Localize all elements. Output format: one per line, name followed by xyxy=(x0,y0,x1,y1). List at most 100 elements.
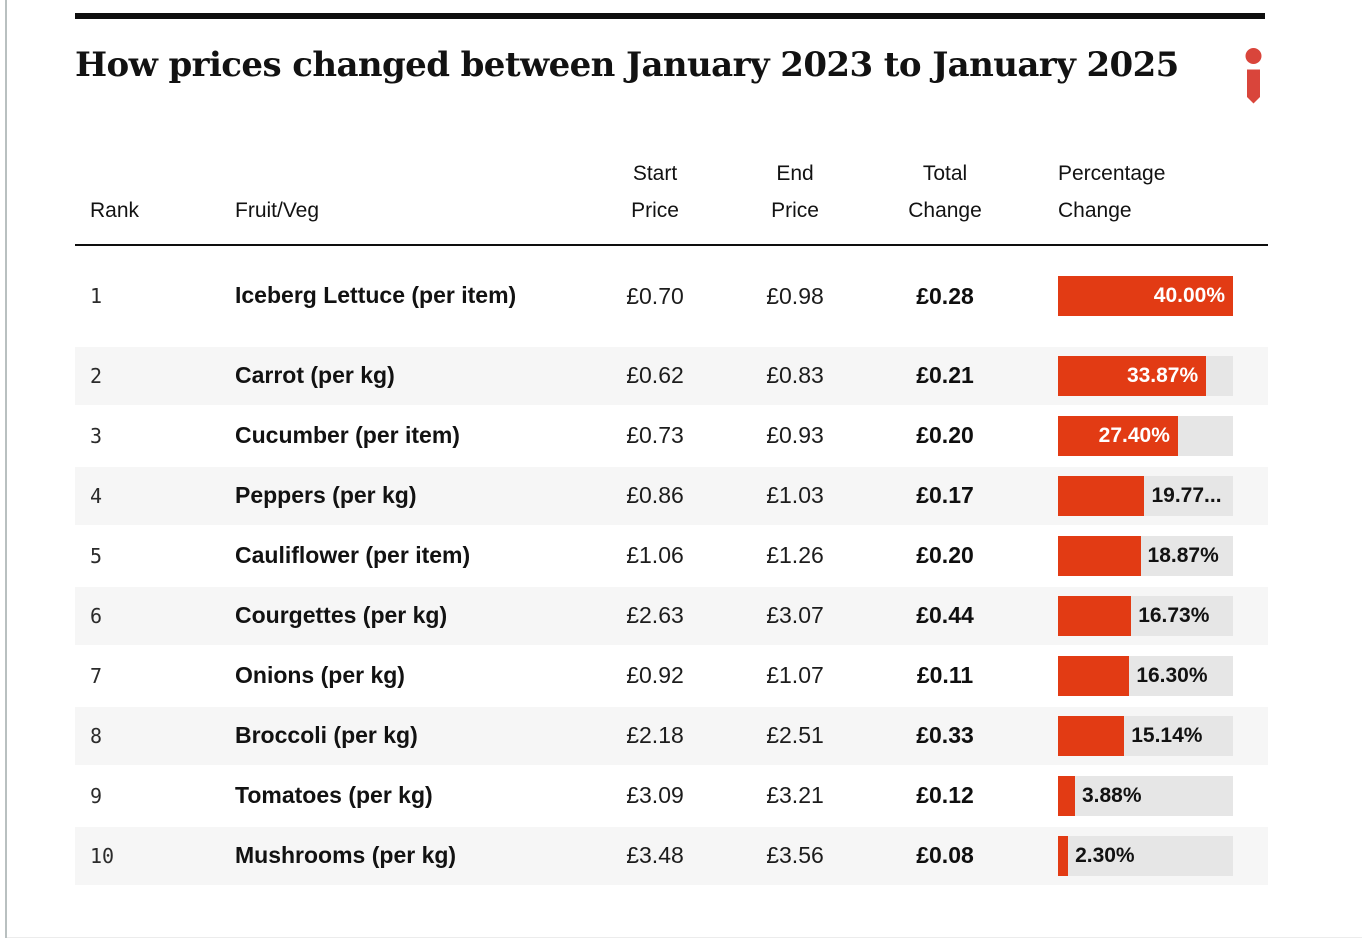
percentage-bar-fill: 27.40% xyxy=(1058,415,1178,456)
rank-cell: 7 xyxy=(90,663,103,688)
percentage-change-cell: 27.40% xyxy=(1045,415,1268,456)
percentage-bar-fill xyxy=(1058,535,1141,576)
total-change-cell: £0.11 xyxy=(916,662,974,688)
percentage-bar-fill xyxy=(1058,775,1075,816)
total-change-cell: £0.08 xyxy=(916,842,974,868)
column-header-start-price: Start Price xyxy=(631,162,679,222)
rank-cell: 3 xyxy=(90,423,103,448)
rank-cell: 5 xyxy=(90,543,103,568)
table-row: 3 Cucumber (per item) £0.73 £0.93 £0.20 … xyxy=(75,406,1268,465)
percentage-bar-track: 16.30% xyxy=(1058,655,1233,696)
rank-cell: 9 xyxy=(90,783,103,808)
start-price-cell: £0.92 xyxy=(626,662,684,688)
percentage-change-cell: 16.30% xyxy=(1045,655,1268,696)
percentage-change-cell: 18.87% xyxy=(1045,535,1268,576)
end-price-cell: £3.07 xyxy=(766,602,824,628)
table-header-row: Rank Fruit/Veg Start Price End Price Tot… xyxy=(75,156,1268,246)
percentage-label: 19.77... xyxy=(1151,483,1222,507)
start-price-cell: £2.63 xyxy=(626,602,684,628)
column-header-end-price: End Price xyxy=(771,162,819,222)
start-price-cell: £3.48 xyxy=(626,842,684,868)
table-row: 1 Iceberg Lettuce (per item) £0.70 £0.98… xyxy=(75,247,1268,345)
percentage-bar-fill xyxy=(1058,655,1130,696)
table-row: 4 Peppers (per kg) £0.86 £1.03 £0.17 19.… xyxy=(75,466,1268,525)
start-price-cell: £3.09 xyxy=(626,782,684,808)
percentage-label: 2.30% xyxy=(1075,843,1135,867)
table-row: 5 Cauliflower (per item) £1.06 £1.26 £0.… xyxy=(75,526,1268,585)
percentage-label: 18.87% xyxy=(1147,543,1219,567)
infographic: How prices changed between January 2023 … xyxy=(75,0,1268,885)
percentage-label: 15.14% xyxy=(1131,723,1203,747)
rank-cell: 2 xyxy=(90,363,103,388)
fruit-veg-cell: Tomatoes (per kg) xyxy=(235,781,433,808)
start-price-cell: £2.18 xyxy=(626,722,684,748)
end-price-cell: £0.93 xyxy=(766,422,824,448)
table-row: 7 Onions (per kg) £0.92 £1.07 £0.11 16.3… xyxy=(75,646,1268,705)
table-row: 2 Carrot (per kg) £0.62 £0.83 £0.21 33.8… xyxy=(75,346,1268,405)
percentage-label: 16.30% xyxy=(1136,663,1208,687)
end-price-cell: £3.56 xyxy=(766,842,824,868)
total-change-cell: £0.12 xyxy=(916,782,974,808)
end-price-cell: £0.98 xyxy=(766,282,824,309)
table-row: 8 Broccoli (per kg) £2.18 £2.51 £0.33 15… xyxy=(75,706,1268,765)
price-change-table: Rank Fruit/Veg Start Price End Price Tot… xyxy=(75,156,1268,885)
end-price-cell: £0.83 xyxy=(766,362,824,388)
start-price-cell: £0.62 xyxy=(626,362,684,388)
percentage-change-cell: 15.14% xyxy=(1045,715,1268,756)
percentage-bar-track: 2.30% xyxy=(1058,835,1233,876)
left-border-line xyxy=(5,0,7,938)
end-price-cell: £1.26 xyxy=(766,542,824,568)
table-row: 9 Tomatoes (per kg) £3.09 £3.21 £0.12 3.… xyxy=(75,766,1268,825)
total-change-cell: £0.20 xyxy=(916,422,974,448)
percentage-label: 40.00% xyxy=(1153,284,1225,307)
percentage-bar-fill: 40.00% xyxy=(1058,276,1233,316)
percentage-bar-fill xyxy=(1058,475,1145,516)
page-title: How prices changed between January 2023 … xyxy=(75,45,1179,85)
percentage-bar-track: 19.77... xyxy=(1058,475,1233,516)
column-header-fruit-veg: Fruit/Veg xyxy=(235,198,320,222)
rank-cell: 8 xyxy=(90,723,103,748)
table-row: 10 Mushrooms (per kg) £3.48 £3.56 £0.08 … xyxy=(75,826,1268,885)
start-price-cell: £0.86 xyxy=(626,482,684,508)
total-change-cell: £0.20 xyxy=(916,542,974,568)
fruit-veg-cell: Cauliflower (per item) xyxy=(235,541,471,568)
column-header-percentage-change: Percentage Change xyxy=(1058,162,1166,222)
percentage-change-cell: 2.30% xyxy=(1045,835,1268,876)
fruit-veg-cell: Peppers (per kg) xyxy=(235,481,417,508)
percentage-bar-track: 3.88% xyxy=(1058,775,1233,816)
percentage-bar-track: 40.00% xyxy=(1058,276,1233,316)
percentage-change-cell: 33.87% xyxy=(1045,355,1268,396)
percentage-change-cell: 3.88% xyxy=(1045,775,1268,816)
i-news-logo-icon xyxy=(1245,48,1262,104)
column-header-total-change: Total Change xyxy=(908,162,982,222)
fruit-veg-cell: Courgettes (per kg) xyxy=(235,601,448,628)
column-header-rank: Rank xyxy=(90,198,140,222)
start-price-cell: £1.06 xyxy=(626,542,684,568)
fruit-veg-cell: Mushrooms (per kg) xyxy=(235,841,457,868)
percentage-bar-fill: 33.87% xyxy=(1058,355,1207,396)
percentage-change-cell: 40.00% xyxy=(1045,276,1268,316)
rank-cell: 1 xyxy=(90,284,103,308)
fruit-veg-cell: Onions (per kg) xyxy=(235,661,405,688)
percentage-bar-fill xyxy=(1058,835,1069,876)
percentage-bar-track: 16.73% xyxy=(1058,595,1233,636)
percentage-label: 33.87% xyxy=(1126,363,1199,387)
end-price-cell: £1.07 xyxy=(766,662,824,688)
top-divider xyxy=(75,13,1265,19)
total-change-cell: £0.28 xyxy=(916,282,974,309)
fruit-veg-cell: Iceberg Lettuce (per item) xyxy=(235,282,517,309)
percentage-bar-fill xyxy=(1058,595,1132,636)
percentage-label: 16.73% xyxy=(1138,603,1210,627)
percentage-bar-track: 15.14% xyxy=(1058,715,1233,756)
fruit-veg-cell: Carrot (per kg) xyxy=(235,361,395,388)
total-change-cell: £0.33 xyxy=(916,722,974,748)
percentage-bar-track: 33.87% xyxy=(1058,355,1233,396)
header: How prices changed between January 2023 … xyxy=(75,45,1268,104)
end-price-cell: £3.21 xyxy=(766,782,824,808)
end-price-cell: £1.03 xyxy=(766,482,824,508)
total-change-cell: £0.17 xyxy=(916,482,974,508)
end-price-cell: £2.51 xyxy=(766,722,824,748)
rank-cell: 6 xyxy=(90,603,103,628)
start-price-cell: £0.73 xyxy=(626,422,684,448)
